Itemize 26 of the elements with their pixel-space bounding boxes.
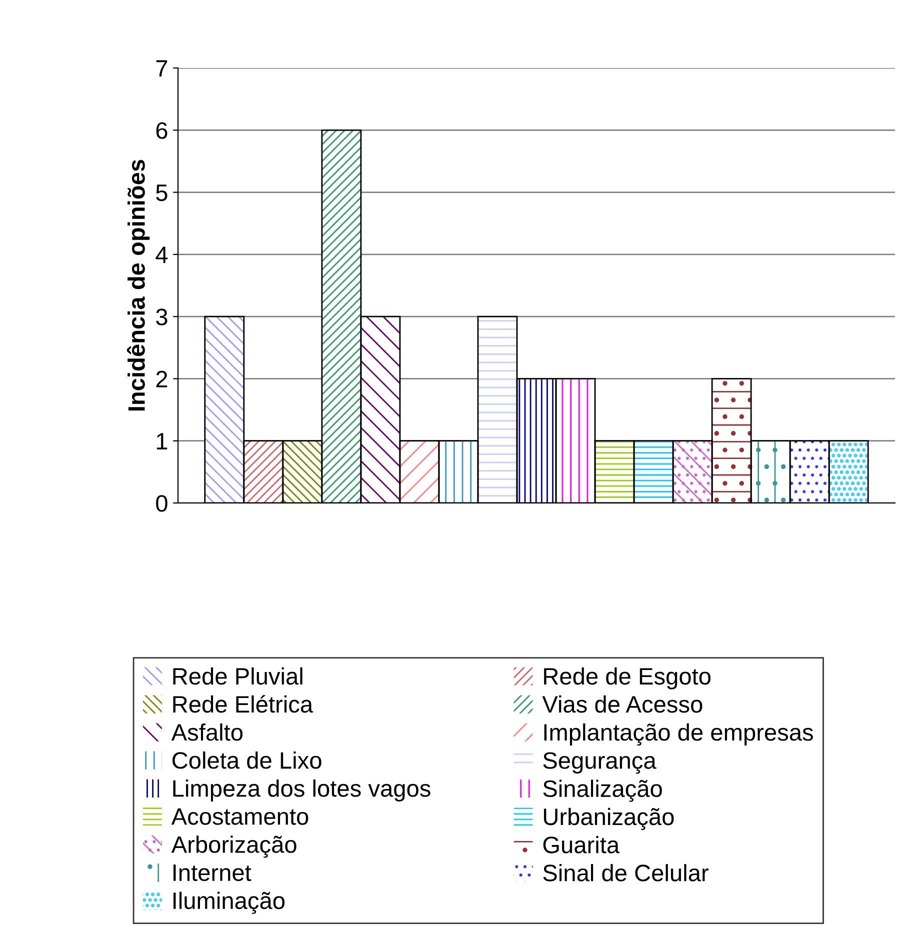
y-tick-label: 1 [156,433,168,450]
y-axis-title: Incidência de opiniões [127,160,150,411]
legend-label: Sinal de Celular [543,864,708,882]
y-tick-label: 3 [156,308,168,326]
legend-label: Internet [174,864,252,882]
legend-label: Vias de Acesso [542,695,702,713]
legend-label: Asfalto [171,723,243,741]
legend-label: Sinalização [543,780,662,802]
legend-label: Urbanização [544,808,674,830]
y-tick-label: 4 [156,246,168,263]
y-tick-label: 6 [156,122,168,139]
y-tick-label: 0 [156,495,168,512]
legend-label: Arborização [171,836,296,858]
legend-label: Iluminação [174,892,285,914]
y-tick-label: 2 [156,370,168,388]
y-tick-label: 5 [156,184,168,202]
y-tick-label: 7 [156,60,168,77]
legend-label: Rede Pluvial [173,667,302,685]
legend-label: Acostamento [171,808,308,825]
legend-label: Segurança [543,752,656,774]
legend-label: Guarita [543,836,620,854]
legend-label: Rede Elétrica [173,695,314,713]
legend-label: Coleta de Lixo [172,751,322,769]
legend-label: Limpeza dos lotes vagos [173,780,430,802]
legend-label: Implantação de empresas [544,723,813,746]
legend-label: Rede de Esgoto [544,667,710,690]
